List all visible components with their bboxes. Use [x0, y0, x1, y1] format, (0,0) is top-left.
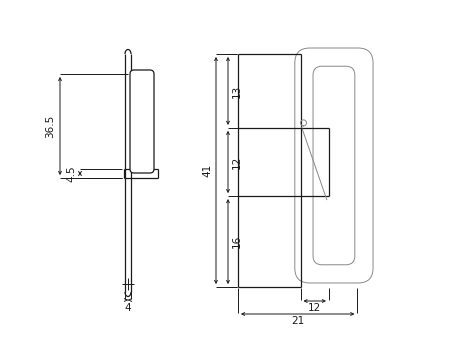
FancyBboxPatch shape [295, 48, 373, 283]
Text: 36.5: 36.5 [45, 114, 55, 138]
Text: 12: 12 [308, 303, 321, 313]
Text: 21: 21 [291, 316, 304, 326]
Text: 13: 13 [232, 84, 242, 98]
FancyBboxPatch shape [130, 70, 154, 173]
Text: 4: 4 [125, 303, 131, 313]
Text: 4.5: 4.5 [66, 165, 76, 182]
FancyBboxPatch shape [313, 66, 355, 265]
Text: 16: 16 [232, 235, 242, 248]
Text: 12: 12 [232, 155, 242, 169]
Text: 41: 41 [202, 164, 212, 177]
